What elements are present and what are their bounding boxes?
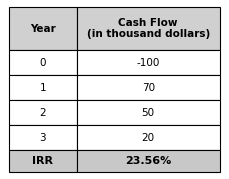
Text: 20: 20	[142, 133, 155, 143]
Bar	[9, 50, 76, 75]
Bar	[76, 125, 220, 150]
Text: 0: 0	[40, 57, 46, 67]
Bar	[9, 75, 76, 100]
Text: 2: 2	[40, 108, 46, 118]
Text: 23.56%: 23.56%	[125, 156, 171, 166]
Text: -100: -100	[136, 57, 160, 67]
Text: 50: 50	[142, 108, 155, 118]
Bar	[9, 150, 76, 172]
Text: 1: 1	[40, 83, 46, 93]
Text: 3: 3	[40, 133, 46, 143]
Bar	[76, 100, 220, 125]
Text: Year: Year	[30, 24, 56, 34]
Bar	[9, 7, 76, 50]
Bar	[76, 7, 220, 50]
Text: Cash Flow
(in thousand dollars): Cash Flow (in thousand dollars)	[87, 18, 210, 39]
Bar	[9, 100, 76, 125]
Text: IRR: IRR	[32, 156, 53, 166]
Bar	[9, 125, 76, 150]
Text: 70: 70	[142, 83, 155, 93]
Bar	[76, 75, 220, 100]
Bar	[76, 150, 220, 172]
Bar	[76, 50, 220, 75]
